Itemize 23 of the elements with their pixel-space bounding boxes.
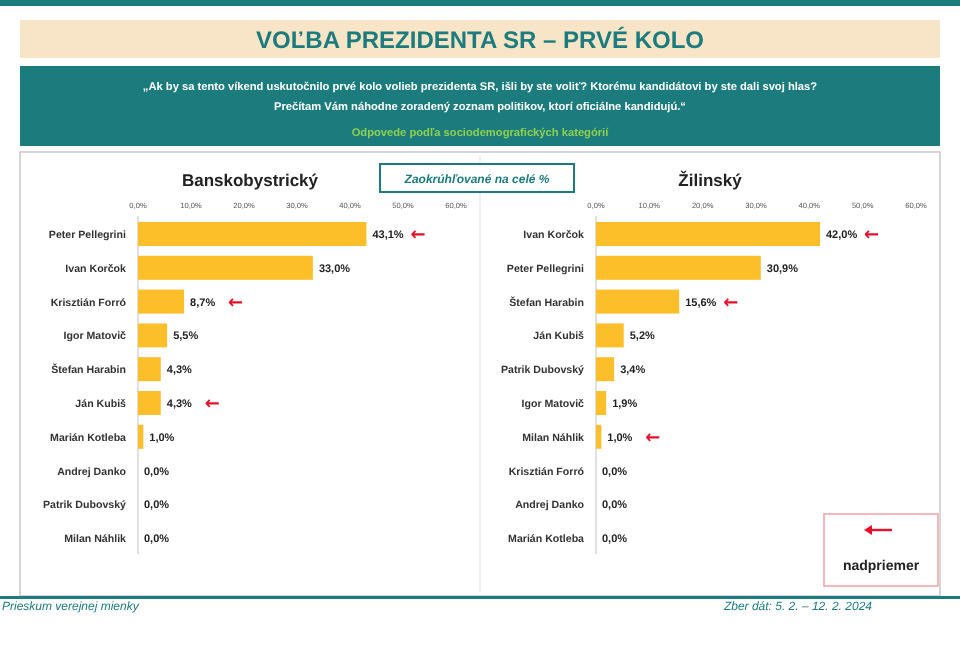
bar	[596, 357, 615, 382]
bar	[596, 391, 607, 415]
bar	[138, 391, 161, 415]
text: VOĽBA PREZIDENTA SR – PRVÉ KOLO	[255, 26, 705, 54]
bar	[596, 222, 820, 246]
annotation: ←	[228, 293, 245, 314]
bar	[596, 424, 602, 449]
annotation: ←	[204, 395, 221, 415]
annotation: ←	[864, 226, 880, 246]
bar	[138, 357, 161, 382]
chart-title: Žilinský	[678, 170, 743, 190]
bar	[138, 424, 144, 449]
annotation: ←	[645, 428, 662, 449]
chart-title: Banskobystrický	[181, 170, 319, 190]
bar	[138, 289, 185, 314]
bar	[596, 255, 761, 280]
bar	[138, 255, 313, 280]
bar	[596, 289, 680, 314]
bar	[138, 222, 367, 246]
annotation: ←	[723, 293, 740, 314]
bar	[596, 323, 624, 348]
bar	[138, 323, 168, 348]
annotation: ←	[410, 226, 427, 246]
